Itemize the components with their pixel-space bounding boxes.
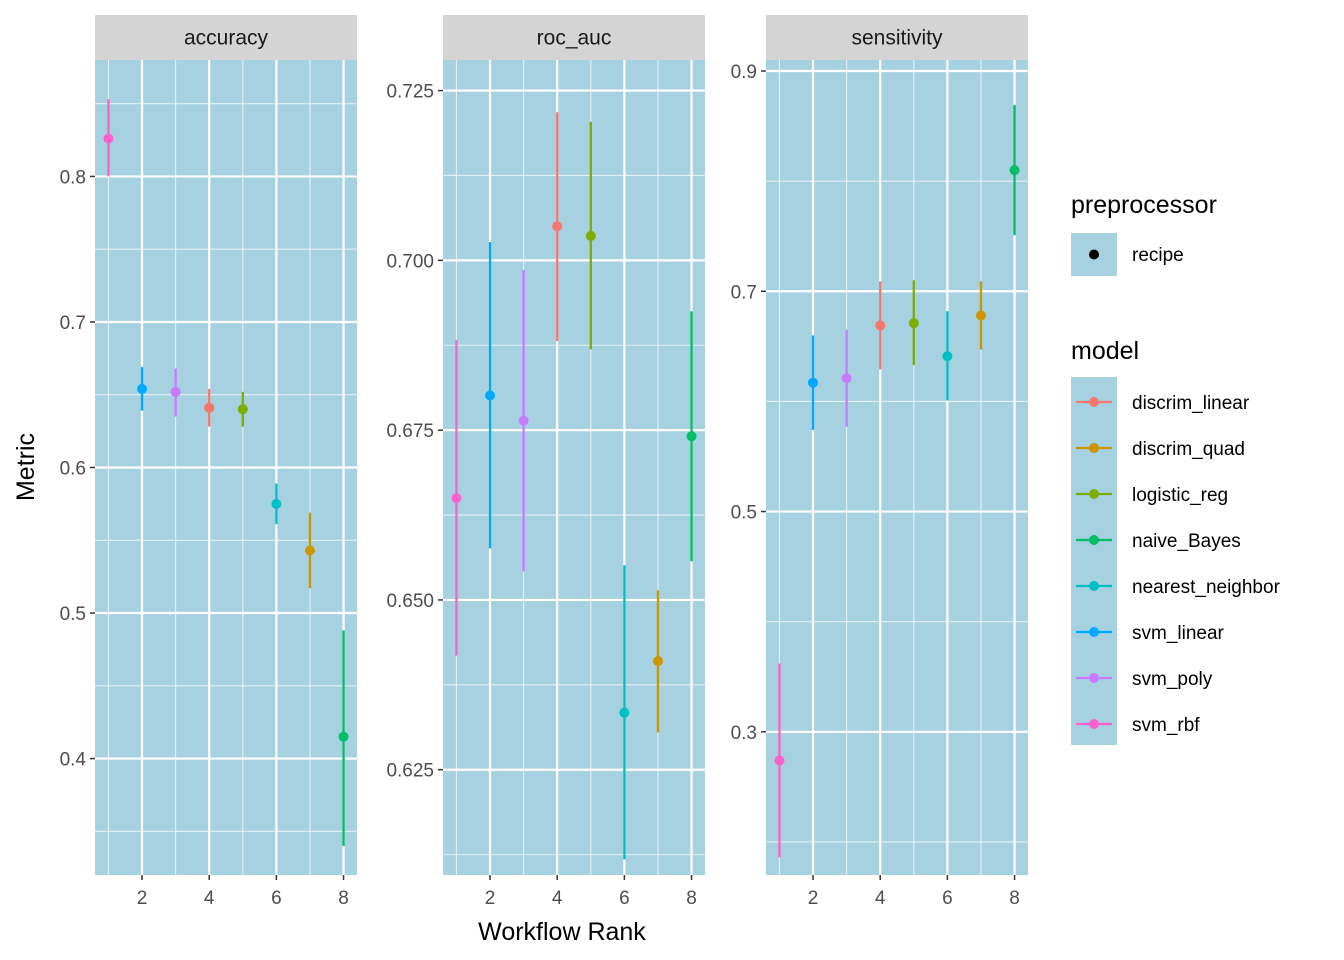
x-axis-roc_auc: 2 4 6 8 bbox=[485, 875, 697, 909]
legend-title-preprocessor: preprocessor bbox=[1071, 191, 1217, 219]
y-axis-accuracy: 0.4 0.5 0.6 0.7 0.8 bbox=[60, 167, 95, 771]
point-svm_poly bbox=[841, 373, 852, 384]
strip-roc_auc bbox=[443, 15, 705, 60]
strip-accuracy bbox=[95, 15, 357, 60]
y-tick-label: 0.8 bbox=[60, 167, 86, 188]
legend-label-discrim_linear: discrim_linear bbox=[1132, 393, 1250, 414]
series-sensitivity bbox=[774, 105, 1020, 858]
x-tick-label: 2 bbox=[808, 888, 819, 909]
y-tick-label: 0.3 bbox=[731, 723, 757, 744]
y-tick-label: 0.6 bbox=[60, 459, 86, 480]
y-tick-label: 0.5 bbox=[60, 604, 86, 625]
legend-label-svm_rbf: svm_rbf bbox=[1132, 715, 1200, 736]
panel-sensitivity: sensitivity 0.3 0.5 0.7 0.9 2 4 6 8 bbox=[731, 15, 1028, 909]
x-axis-accuracy: 2 4 6 8 bbox=[137, 875, 349, 909]
y-axis-title: Metric bbox=[12, 433, 40, 501]
point-svm_rbf bbox=[774, 755, 785, 766]
x-axis-sensitivity: 2 4 6 8 bbox=[808, 875, 1020, 909]
y-axis-roc_auc: 0.625 0.650 0.675 0.700 0.725 bbox=[386, 82, 443, 782]
legend-symbol-logistic_reg bbox=[1089, 489, 1099, 499]
legend-label-preprocessor: recipe bbox=[1132, 245, 1184, 266]
point-discrim_quad bbox=[652, 656, 663, 667]
x-tick-label: 6 bbox=[271, 888, 282, 909]
point-logistic_reg bbox=[585, 230, 596, 241]
x-tick-label: 4 bbox=[204, 888, 215, 909]
legend-label-nearest_neighbor: nearest_neighbor bbox=[1132, 577, 1281, 598]
x-tick-label: 8 bbox=[1009, 888, 1020, 909]
point-logistic_reg bbox=[908, 318, 919, 329]
legend-title-model: model bbox=[1071, 337, 1139, 365]
point-discrim_linear bbox=[552, 221, 563, 232]
strip-label-roc_auc: roc_auc bbox=[537, 27, 612, 50]
legend-symbol-nearest_neighbor bbox=[1089, 581, 1099, 591]
gridlines bbox=[95, 60, 357, 875]
panel-background bbox=[443, 60, 705, 875]
point-discrim_quad bbox=[304, 545, 315, 556]
point-svm_linear bbox=[137, 383, 148, 394]
y-tick-label: 0.7 bbox=[731, 282, 757, 303]
x-tick-label: 4 bbox=[875, 888, 886, 909]
x-tick-label: 6 bbox=[619, 888, 630, 909]
legend-symbol-discrim_quad bbox=[1089, 443, 1099, 453]
legend-symbol-svm_poly bbox=[1089, 673, 1099, 683]
y-tick-label: 0.7 bbox=[60, 313, 86, 334]
x-tick-label: 4 bbox=[552, 888, 563, 909]
legend: preprocessor recipe model discrim_linear… bbox=[1071, 191, 1281, 745]
series-accuracy bbox=[103, 99, 349, 846]
legend-label-naive_Bayes: naive_Bayes bbox=[1132, 531, 1241, 552]
y-tick-label: 0.5 bbox=[731, 503, 757, 524]
x-tick-label: 6 bbox=[942, 888, 953, 909]
point-discrim_linear bbox=[875, 320, 886, 331]
point-discrim_linear bbox=[204, 402, 215, 413]
legend-label-discrim_quad: discrim_quad bbox=[1132, 439, 1245, 460]
legend-model-items: discrim_linear discrim_quad logistic_regna… bbox=[1071, 377, 1281, 745]
point-naive_Bayes bbox=[686, 431, 697, 442]
y-axis-sensitivity: 0.3 0.5 0.7 0.9 bbox=[731, 62, 766, 744]
legend-symbol-naive_Bayes bbox=[1089, 535, 1099, 545]
strip-label-accuracy: accuracy bbox=[184, 27, 269, 50]
legend-key-background bbox=[1071, 377, 1117, 745]
legend-symbol-svm_rbf bbox=[1089, 719, 1099, 729]
strip-sensitivity bbox=[766, 15, 1028, 60]
point-svm_rbf bbox=[103, 133, 114, 144]
series-roc_auc bbox=[451, 112, 697, 860]
point-nearest_neighbor bbox=[942, 351, 953, 362]
point-svm_poly bbox=[170, 386, 181, 397]
y-tick-label: 0.675 bbox=[386, 421, 434, 442]
point-svm_linear bbox=[808, 377, 819, 388]
legend-label-logistic_reg: logistic_reg bbox=[1132, 485, 1228, 506]
y-tick-label: 0.725 bbox=[386, 82, 434, 103]
x-axis-title: Workflow Rank bbox=[478, 918, 646, 946]
panel-background bbox=[766, 60, 1028, 875]
panel-accuracy: accuracy 0.4 0.5 0.6 0.7 0.8 2 4 6 8 bbox=[60, 15, 357, 909]
legend-preprocessor-items: recipe bbox=[1071, 233, 1184, 276]
x-tick-label: 2 bbox=[137, 888, 148, 909]
y-tick-label: 0.650 bbox=[386, 591, 434, 612]
y-tick-label: 0.625 bbox=[386, 761, 434, 782]
legend-symbol-svm_linear bbox=[1089, 627, 1099, 637]
y-tick-label: 0.9 bbox=[731, 62, 757, 83]
x-tick-label: 2 bbox=[485, 888, 496, 909]
y-tick-label: 0.4 bbox=[60, 750, 87, 771]
legend-symbol-discrim_linear bbox=[1089, 397, 1099, 407]
panel-roc_auc: roc_auc 0.625 0.650 0.675 0.700 0.725 2 4 6 8 bbox=[386, 15, 705, 909]
legend-label-svm_poly: svm_poly bbox=[1132, 669, 1213, 690]
strip-label-sensitivity: sensitivity bbox=[851, 27, 943, 50]
legend-symbol-preprocessor bbox=[1089, 249, 1099, 260]
point-nearest_neighbor bbox=[619, 707, 630, 718]
point-logistic_reg bbox=[237, 404, 248, 415]
point-discrim_quad bbox=[975, 310, 986, 321]
point-svm_linear bbox=[485, 390, 496, 401]
point-naive_Bayes bbox=[338, 731, 349, 742]
x-tick-label: 8 bbox=[338, 888, 349, 909]
point-svm_rbf bbox=[451, 493, 462, 504]
point-svm_poly bbox=[518, 415, 529, 426]
x-tick-label: 8 bbox=[686, 888, 697, 909]
legend-label-svm_linear: svm_linear bbox=[1132, 623, 1225, 644]
point-nearest_neighbor bbox=[271, 498, 282, 509]
point-naive_Bayes bbox=[1009, 165, 1020, 176]
y-tick-label: 0.700 bbox=[386, 251, 434, 272]
